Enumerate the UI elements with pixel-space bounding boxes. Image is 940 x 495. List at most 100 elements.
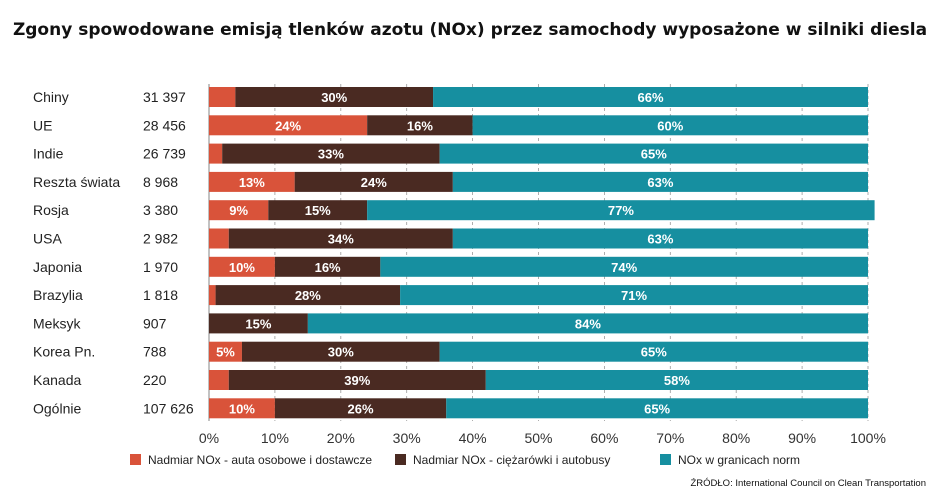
bar-segment [485, 370, 868, 390]
data-label: 24% [361, 175, 387, 190]
x-tick-label: 30% [393, 430, 421, 446]
data-label: 74% [611, 260, 637, 275]
data-label: 60% [657, 118, 683, 133]
bar-segment [209, 115, 368, 136]
data-label: 10% [229, 260, 255, 275]
bar-segment [209, 200, 269, 221]
bar-segment [400, 285, 868, 306]
category-label: Japonia [33, 259, 82, 275]
category-label: Korea Pn. [33, 344, 95, 360]
x-tick-label: 0% [199, 430, 219, 446]
category-label: UE [33, 117, 52, 133]
data-label: 16% [315, 260, 341, 275]
legend-swatch [130, 454, 141, 465]
legend-swatch [395, 454, 406, 465]
data-label: 33% [318, 147, 344, 162]
legend-label: NOx w granicach norm [678, 453, 800, 467]
data-label: 63% [647, 175, 673, 190]
data-label: 63% [647, 232, 673, 247]
data-label: 65% [644, 401, 670, 416]
bar-segment [235, 87, 434, 107]
category-label: Rosja [33, 202, 69, 218]
bar-segment [209, 341, 242, 362]
bar-segment [241, 341, 440, 362]
data-label: 34% [328, 232, 354, 247]
count-label: 1 970 [143, 259, 178, 275]
data-label: 58% [664, 373, 690, 388]
bar-segment [294, 171, 453, 192]
data-label: 30% [328, 345, 354, 360]
bar-segment [307, 313, 869, 334]
bar-segment [367, 115, 473, 136]
bar-segment [209, 171, 295, 192]
data-label: 15% [245, 316, 271, 331]
data-label: 5% [216, 345, 235, 360]
count-label: 220 [143, 372, 167, 388]
data-label: 84% [575, 316, 601, 331]
source-note: ŹRÓDŁO: International Council on Clean T… [690, 478, 926, 489]
count-label: 28 456 [143, 117, 186, 133]
data-label: 16% [407, 118, 433, 133]
bar-segment [215, 285, 401, 306]
bar-segment [472, 115, 868, 136]
chart-title: Zgony spowodowane emisją tlenków azotu (… [12, 20, 928, 40]
data-label: 65% [641, 147, 667, 162]
count-label: 26 739 [143, 146, 186, 162]
x-tick-label: 40% [459, 430, 487, 446]
category-label: Reszta świata [33, 174, 120, 190]
bar-segment [433, 87, 868, 107]
bar-segment [452, 171, 868, 192]
legend-label: Nadmiar NOx - ciężarówki i autobusy [413, 453, 610, 467]
bar-segment [209, 285, 216, 306]
data-label: 24% [275, 118, 301, 133]
category-label: Indie [33, 146, 64, 162]
x-tick-label: 70% [656, 430, 684, 446]
bar-segment [228, 228, 453, 249]
data-label: 66% [638, 90, 664, 105]
bar-segment [268, 200, 368, 221]
count-label: 788 [143, 344, 167, 360]
bar-segment [209, 87, 236, 107]
x-tick-label: 100% [850, 430, 886, 446]
data-label: 30% [321, 90, 347, 105]
bar-segment [209, 143, 223, 164]
x-tick-label: 10% [261, 430, 289, 446]
bar-segment [446, 398, 868, 419]
category-label: Brazylia [33, 287, 83, 303]
bar-segment [367, 200, 875, 221]
bar-segment [209, 398, 275, 419]
bar-segment [380, 256, 868, 277]
bar-segment [209, 313, 308, 334]
bar-segment [209, 370, 229, 390]
category-label: Meksyk [33, 315, 81, 331]
category-label: USA [33, 231, 62, 247]
bar-segment [274, 256, 381, 277]
bar-segment [274, 398, 447, 419]
data-label: 10% [229, 401, 255, 416]
category-label: Ogólnie [33, 400, 81, 416]
bar-segment [228, 370, 486, 390]
bar-segment [209, 256, 275, 277]
count-label: 1 818 [143, 287, 178, 303]
count-label: 2 982 [143, 231, 178, 247]
x-tick-label: 80% [722, 430, 750, 446]
data-label: 39% [344, 373, 370, 388]
category-label: Chiny [33, 89, 69, 105]
data-label: 26% [348, 401, 374, 416]
data-label: 77% [608, 203, 634, 218]
legend-label: Nadmiar NOx - auta osobowe i dostawcze [148, 453, 372, 467]
count-label: 8 968 [143, 174, 178, 190]
data-label: 15% [305, 203, 331, 218]
count-label: 31 397 [143, 89, 186, 105]
bar-segment [222, 143, 440, 164]
bar-segment [452, 228, 868, 249]
data-label: 65% [641, 345, 667, 360]
legend-swatch [660, 454, 671, 465]
data-label: 28% [295, 288, 321, 303]
count-label: 907 [143, 315, 167, 331]
x-tick-label: 50% [524, 430, 552, 446]
data-label: 9% [229, 203, 248, 218]
data-label: 71% [621, 288, 647, 303]
count-label: 107 626 [143, 400, 194, 416]
